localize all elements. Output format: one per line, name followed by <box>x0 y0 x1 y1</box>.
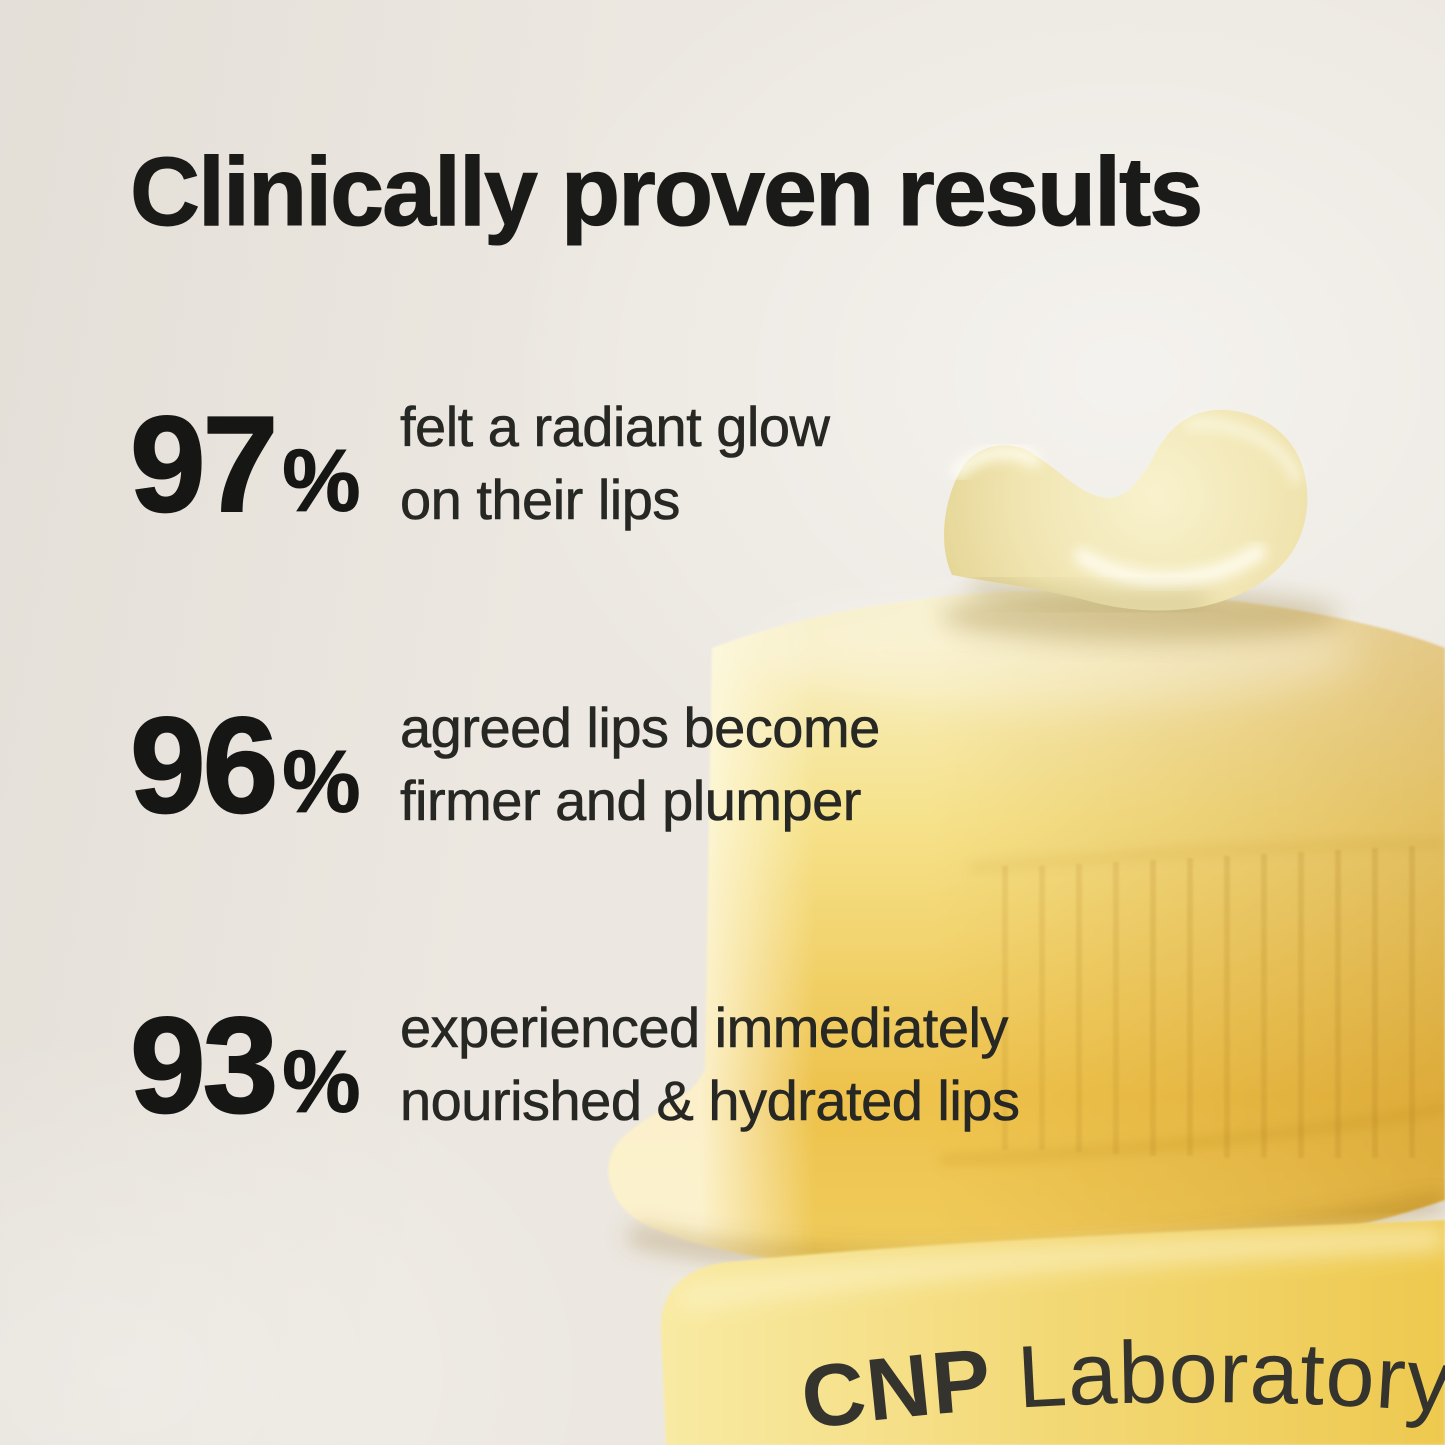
stat-number: 93 <box>129 989 279 1141</box>
stat-description-line: nourished & hydrated lips <box>400 1069 1021 1133</box>
percent-sign: % <box>282 731 361 831</box>
ribbed-texture <box>939 840 1445 1164</box>
stat-number: 96 <box>129 689 279 841</box>
stat-value-97: 97% <box>129 395 361 549</box>
stat-value-93: 93% <box>129 996 361 1150</box>
percent-sign: % <box>282 430 361 530</box>
stat-description-line: firmer and plumper <box>400 769 862 833</box>
balm-swirl <box>943 409 1308 614</box>
tube-body <box>660 1220 1445 1445</box>
stat-description-line: experienced immediately <box>400 996 1009 1060</box>
stat-description-line: felt a radiant glow <box>400 395 831 459</box>
stat-description-line: agreed lips become <box>400 696 881 760</box>
balm-stick <box>608 590 1445 1272</box>
page-title: Clinically proven results <box>129 137 1203 246</box>
stat-description: felt a radiant glow on their lips <box>400 390 831 536</box>
stat-description: experienced immediately nourished & hydr… <box>400 991 1021 1137</box>
stat-description-line: on their lips <box>400 468 681 532</box>
stat-description: agreed lips become firmer and plumper <box>400 691 881 837</box>
stat-number: 97 <box>129 388 279 540</box>
stat-value-96: 96% <box>129 696 361 850</box>
brand-label: CNP Laboratory <box>796 1322 1445 1445</box>
percent-sign: % <box>282 1031 361 1131</box>
